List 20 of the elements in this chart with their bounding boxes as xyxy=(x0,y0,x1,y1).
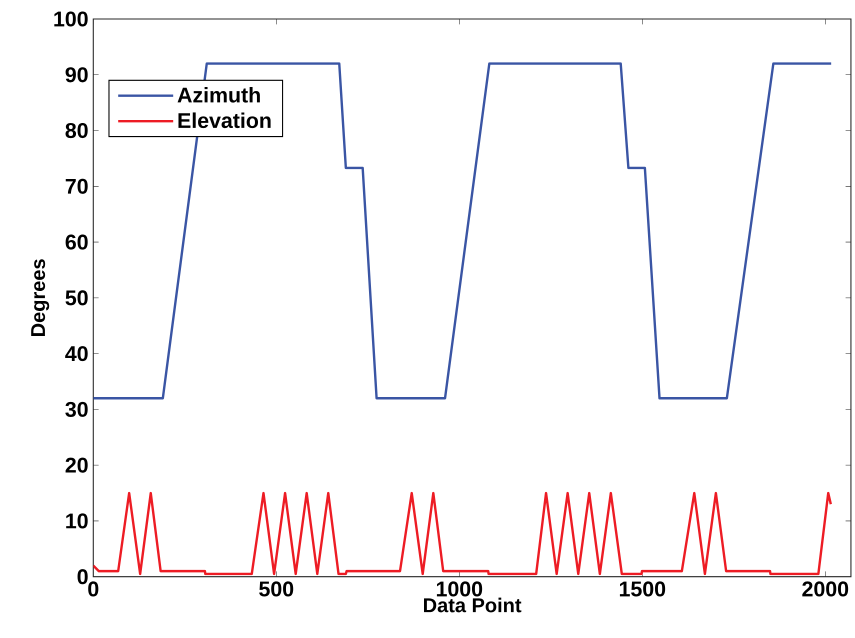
x-tick-label: 2000 xyxy=(802,581,848,597)
x-axis-title: Data Point xyxy=(424,598,522,612)
x-tick-label: 500 xyxy=(259,581,294,597)
y-tick-label: 60 xyxy=(66,234,88,250)
y-tick-label: 90 xyxy=(66,67,88,82)
y-tick-label: 10 xyxy=(66,513,88,528)
y-tick-label: 50 xyxy=(66,290,88,306)
y-tick-label: 30 xyxy=(65,402,88,417)
y-tick-label: 0 xyxy=(78,569,88,584)
x-tick-label: 0 xyxy=(88,581,98,597)
x-tick-label: 1000 xyxy=(436,581,482,597)
legend-label: Azimuth xyxy=(178,86,260,103)
y-tick-label: 80 xyxy=(66,122,88,138)
y-tick-label: 20 xyxy=(66,458,88,473)
x-tick-label: 1500 xyxy=(620,581,666,597)
y-tick-label: 40 xyxy=(65,346,88,362)
y-tick-label: 100 xyxy=(54,11,88,27)
y-tick-label: 70 xyxy=(66,178,88,194)
y-axis-title: Degrees xyxy=(31,259,50,336)
legend-label: Elevation xyxy=(178,112,271,128)
